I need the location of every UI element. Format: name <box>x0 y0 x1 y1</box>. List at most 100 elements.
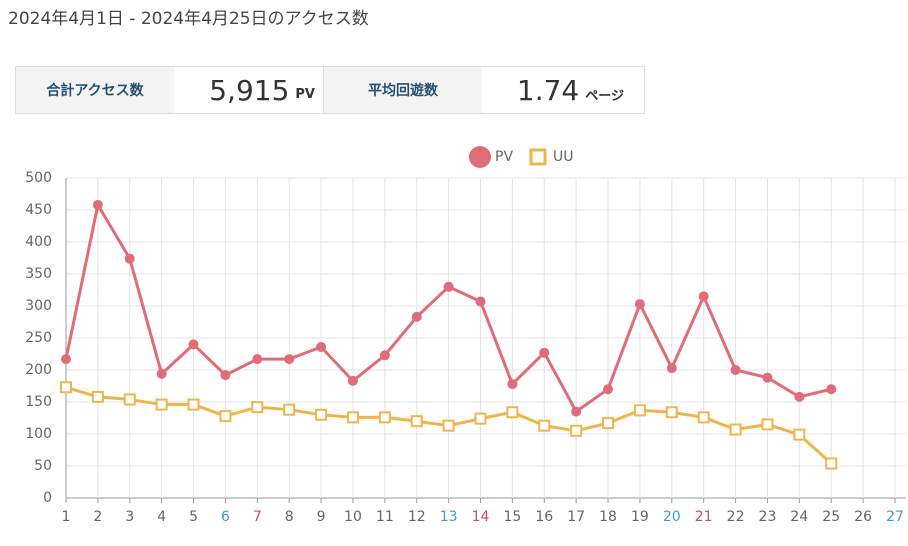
x-tick-label: 23 <box>759 509 777 525</box>
x-tick-label: 27 <box>886 509 904 525</box>
point <box>634 299 645 310</box>
point <box>155 398 168 411</box>
point <box>283 403 296 416</box>
point <box>826 384 837 395</box>
x-tick-label: 21 <box>695 509 713 525</box>
y-tick-label: 300 <box>25 298 52 314</box>
point <box>793 428 806 441</box>
unit: ページ <box>585 88 624 104</box>
x-tick-label: 7 <box>253 509 262 525</box>
summary-label: 平均回遊数 <box>324 67 482 113</box>
point <box>474 412 487 425</box>
legend-swatch <box>529 148 547 166</box>
x-tick-label: 20 <box>663 509 681 525</box>
point <box>188 339 199 350</box>
x-tick-label: 22 <box>727 509 745 525</box>
y-tick-label: 400 <box>25 234 52 250</box>
point <box>443 281 454 292</box>
x-tick-label: 12 <box>408 509 426 525</box>
point <box>347 375 358 386</box>
point <box>220 370 231 381</box>
point <box>92 199 103 210</box>
point <box>91 390 104 403</box>
x-tick-label: 3 <box>125 509 134 525</box>
y-tick-label: 350 <box>25 266 52 282</box>
point <box>761 418 774 431</box>
summary-value: 5,915 PV <box>174 67 324 113</box>
x-tick-label: 24 <box>790 509 808 525</box>
y-tick-label: 100 <box>25 426 52 442</box>
y-tick-label: 0 <box>43 490 52 506</box>
point <box>507 379 518 390</box>
x-tick-label: 10 <box>344 509 362 525</box>
x-tick-label: 14 <box>472 509 490 525</box>
x-tick-label: 9 <box>317 509 326 525</box>
point <box>219 410 232 423</box>
point <box>379 350 390 361</box>
y-tick-label: 50 <box>34 458 52 474</box>
point <box>60 381 72 394</box>
point <box>252 354 263 365</box>
point <box>124 253 135 264</box>
legend-label: PV <box>495 149 513 165</box>
x-tick-label: 19 <box>631 509 649 525</box>
point <box>539 347 550 358</box>
x-tick-label: 17 <box>567 509 585 525</box>
point <box>187 398 200 411</box>
point <box>156 368 167 379</box>
x-tick-label: 6 <box>221 509 230 525</box>
legend-label: UU <box>553 149 574 165</box>
point <box>315 408 328 421</box>
y-tick-label: 250 <box>25 330 52 346</box>
point <box>825 457 838 470</box>
point <box>506 406 519 419</box>
point <box>410 415 423 428</box>
summary-value: 1.74 ページ <box>482 67 632 113</box>
y-tick-label: 500 <box>25 170 52 186</box>
point <box>316 341 327 352</box>
point <box>251 401 264 414</box>
point <box>729 423 742 436</box>
value: 5,915 <box>209 73 290 107</box>
unit: PV <box>295 86 315 102</box>
point <box>61 354 71 365</box>
point <box>730 365 741 375</box>
point <box>666 363 677 374</box>
x-tick-label: 2 <box>93 509 102 525</box>
point <box>346 411 359 424</box>
point <box>665 406 678 419</box>
point <box>475 296 486 307</box>
x-tick-label: 13 <box>440 509 458 525</box>
point <box>538 419 551 432</box>
point <box>378 411 391 424</box>
summary-box: 合計アクセス数 5,915 PV 平均回遊数 1.74 ページ <box>15 66 645 114</box>
page-title: 2024年4月1日 - 2024年4月25日のアクセス数 <box>8 9 369 29</box>
point <box>633 404 646 417</box>
point <box>284 354 295 365</box>
point <box>442 419 455 432</box>
x-tick-label: 11 <box>376 509 394 525</box>
point <box>123 393 136 406</box>
x-tick-label: 15 <box>503 509 521 525</box>
y-tick-label: 150 <box>25 394 52 410</box>
point <box>697 411 710 424</box>
legend-swatch <box>469 146 491 168</box>
point <box>698 291 709 302</box>
x-tick-label: 25 <box>822 509 840 525</box>
x-tick-label: 4 <box>157 509 166 525</box>
x-tick-label: 1 <box>62 509 71 525</box>
x-tick-label: 18 <box>599 509 617 525</box>
point <box>570 424 583 437</box>
value: 1.74 <box>516 73 580 107</box>
point <box>411 311 422 322</box>
point <box>762 372 773 383</box>
point <box>571 406 582 417</box>
y-tick-label: 200 <box>25 362 52 378</box>
x-tick-label: 26 <box>854 509 872 525</box>
x-tick-label: 8 <box>285 509 294 525</box>
point <box>603 384 614 395</box>
point <box>794 391 805 402</box>
point <box>602 417 615 430</box>
